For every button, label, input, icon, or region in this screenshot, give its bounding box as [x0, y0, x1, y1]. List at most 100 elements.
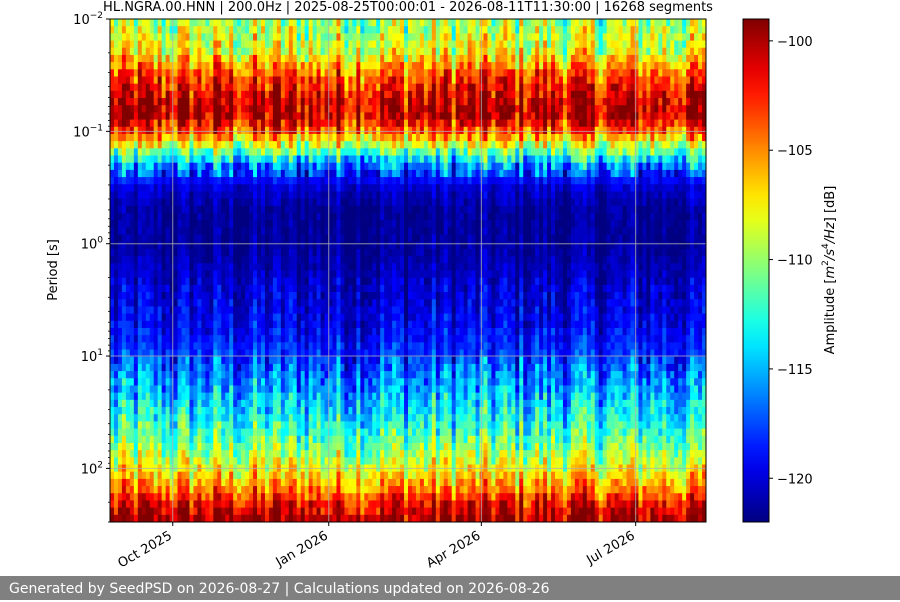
heatmap-cell [646, 91, 651, 99]
heatmap-cell [277, 98, 282, 106]
heatmap-cell [539, 48, 544, 56]
heatmap-cell [654, 235, 659, 243]
heatmap-cell [436, 227, 441, 235]
heatmap-cell [392, 170, 397, 178]
heatmap-cell [197, 156, 202, 164]
heatmap-cell [388, 170, 393, 178]
heatmap-cell [396, 206, 401, 214]
heatmap-cell [591, 33, 596, 41]
heatmap-cell [666, 26, 671, 34]
heatmap-cell [575, 156, 580, 164]
heatmap-cell [646, 177, 651, 185]
heatmap-cell [348, 105, 353, 113]
heatmap-cell [174, 163, 179, 171]
heatmap-cell [249, 213, 254, 221]
heatmap-cell [396, 148, 401, 156]
heatmap-cell [424, 199, 429, 207]
heatmap-cell [170, 220, 175, 228]
heatmap-cell [309, 184, 314, 192]
heatmap-cell [495, 62, 500, 70]
heatmap-cell [599, 141, 604, 149]
heatmap-cell [138, 184, 143, 192]
heatmap-cell [305, 141, 310, 149]
heatmap-cell [531, 41, 536, 49]
heatmap-cell [317, 206, 322, 214]
heatmap-cell [507, 156, 512, 164]
heatmap-cell [205, 55, 210, 63]
heatmap-cell [122, 48, 127, 56]
heatmap-cell [535, 156, 540, 164]
heatmap-cell [412, 112, 417, 120]
heatmap-cell [571, 62, 576, 70]
heatmap-cell [468, 33, 473, 41]
heatmap-cell [666, 127, 671, 135]
heatmap-cell [293, 213, 298, 221]
heatmap-cell [483, 235, 488, 243]
heatmap-cell [511, 235, 516, 243]
heatmap-cell [293, 177, 298, 185]
heatmap-cell [185, 213, 190, 221]
heatmap-cell [269, 26, 274, 34]
heatmap-cell [678, 249, 683, 257]
heatmap-cell [408, 156, 413, 164]
heatmap-cell [174, 206, 179, 214]
heatmap-cell [368, 177, 373, 185]
heatmap-cell [114, 163, 119, 171]
heatmap-cell [412, 105, 417, 113]
heatmap-cell [237, 91, 242, 99]
heatmap-cell [440, 98, 445, 106]
heatmap-cell [531, 170, 536, 178]
heatmap-cell [678, 177, 683, 185]
heatmap-cell [333, 206, 338, 214]
heatmap-cell [241, 184, 246, 192]
heatmap-cell [563, 19, 568, 27]
heatmap-cell [452, 69, 457, 77]
heatmap-cell [495, 98, 500, 106]
heatmap-cell [265, 91, 270, 99]
heatmap-cell [432, 33, 437, 41]
heatmap-cell [487, 163, 492, 171]
heatmap-cell [662, 249, 667, 257]
heatmap-cell [193, 127, 198, 135]
heatmap-cell [245, 69, 250, 77]
heatmap-cell [599, 84, 604, 92]
heatmap-cell [412, 69, 417, 77]
heatmap-cell [456, 227, 461, 235]
heatmap-cell [392, 134, 397, 142]
heatmap-cell [654, 48, 659, 56]
heatmap-cell [631, 206, 636, 214]
heatmap-cell [638, 235, 643, 243]
heatmap-cell [543, 156, 548, 164]
heatmap-cell [301, 55, 306, 63]
heatmap-cell [205, 227, 210, 235]
heatmap-cell [158, 55, 163, 63]
heatmap-cell [170, 148, 175, 156]
heatmap-cell [372, 191, 377, 199]
heatmap-cell [531, 227, 536, 235]
heatmap-cell [110, 48, 115, 56]
heatmap-cell [682, 91, 687, 99]
heatmap-cell [575, 170, 580, 178]
heatmap-cell [650, 191, 655, 199]
heatmap-cell [591, 235, 596, 243]
heatmap-cell [344, 84, 349, 92]
heatmap-cell [694, 91, 699, 99]
heatmap-cell [265, 199, 270, 207]
heatmap-cell [110, 177, 115, 185]
heatmap-cell [233, 156, 238, 164]
heatmap-cell [249, 26, 254, 34]
heatmap-cell [531, 127, 536, 135]
heatmap-cell [122, 170, 127, 178]
heatmap-cell [468, 98, 473, 106]
heatmap-cell [690, 55, 695, 63]
heatmap-cell [519, 213, 524, 221]
heatmap-cell [491, 220, 496, 228]
heatmap-cell [444, 156, 449, 164]
heatmap-cell [491, 191, 496, 199]
heatmap-cell [257, 69, 262, 77]
heatmap-cell [444, 127, 449, 135]
heatmap-cell [654, 41, 659, 49]
heatmap-cell [547, 184, 552, 192]
heatmap-cell [507, 249, 512, 257]
heatmap-cell [611, 163, 616, 171]
